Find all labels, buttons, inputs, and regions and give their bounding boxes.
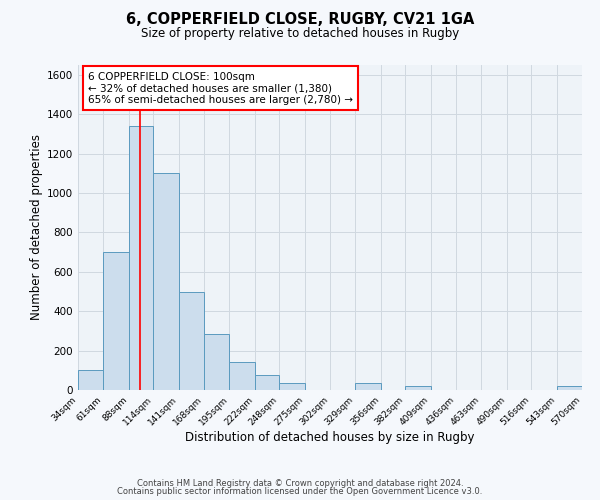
Text: 6 COPPERFIELD CLOSE: 100sqm
← 32% of detached houses are smaller (1,380)
65% of : 6 COPPERFIELD CLOSE: 100sqm ← 32% of det…	[88, 72, 353, 104]
Bar	[255, 375, 279, 390]
Bar	[279, 383, 305, 390]
Text: 6, COPPERFIELD CLOSE, RUGBY, CV21 1GA: 6, COPPERFIELD CLOSE, RUGBY, CV21 1GA	[126, 12, 474, 28]
Bar	[103, 252, 129, 390]
Bar	[229, 362, 255, 390]
Bar	[153, 174, 179, 390]
Bar	[405, 386, 431, 390]
X-axis label: Distribution of detached houses by size in Rugby: Distribution of detached houses by size …	[185, 431, 475, 444]
Text: Contains public sector information licensed under the Open Government Licence v3: Contains public sector information licen…	[118, 487, 482, 496]
Text: Contains HM Land Registry data © Crown copyright and database right 2024.: Contains HM Land Registry data © Crown c…	[137, 478, 463, 488]
Bar	[204, 334, 229, 390]
Bar	[78, 370, 103, 390]
Text: Size of property relative to detached houses in Rugby: Size of property relative to detached ho…	[141, 28, 459, 40]
Y-axis label: Number of detached properties: Number of detached properties	[30, 134, 43, 320]
Bar	[179, 292, 204, 390]
Bar	[129, 126, 153, 390]
Bar	[355, 383, 381, 390]
Bar	[557, 386, 582, 390]
